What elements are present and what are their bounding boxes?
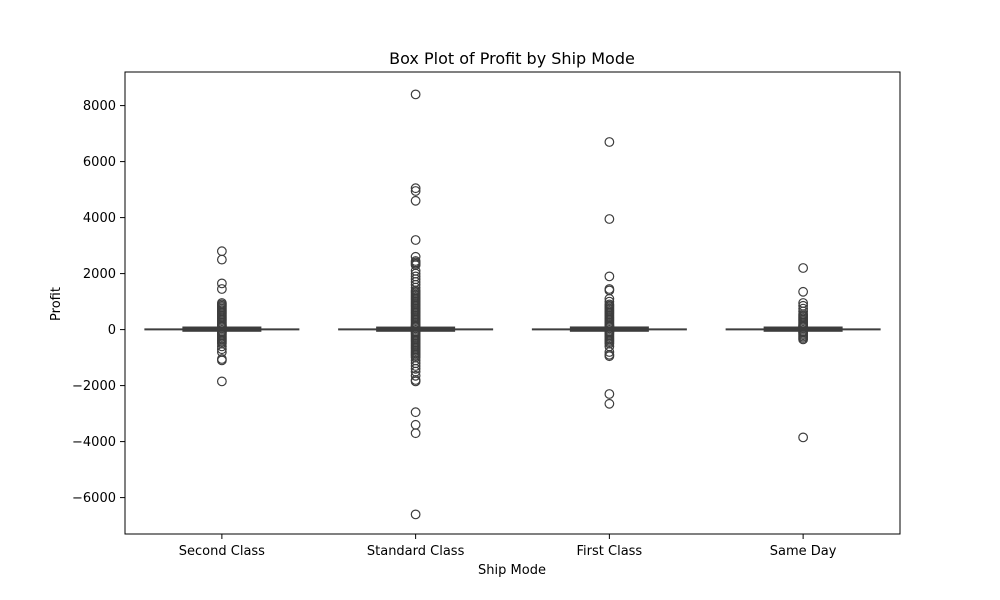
outlier-point <box>216 284 227 294</box>
outlier-point <box>410 89 421 100</box>
outlier-point <box>410 235 421 245</box>
y-tick-label: −6000 <box>72 491 116 506</box>
y-tick-label: 8000 <box>83 99 116 114</box>
y-tick-label: 4000 <box>83 211 116 226</box>
outlier-point <box>604 389 615 399</box>
x-axis-label: Ship Mode <box>478 563 546 578</box>
y-tick-label: −2000 <box>72 379 116 394</box>
outlier-point <box>216 246 227 257</box>
x-tick-label: First Class <box>577 544 643 559</box>
outlier-point <box>798 432 809 443</box>
outlier-point <box>798 263 809 273</box>
outlier-point <box>410 419 421 430</box>
outlier-point <box>410 428 421 439</box>
outlier-point <box>410 370 421 381</box>
box-group <box>144 246 300 387</box>
chart-title: Box Plot of Profit by Ship Mode <box>389 49 635 68</box>
x-tick-label: Second Class <box>179 544 265 559</box>
outlier-point <box>410 183 421 194</box>
outlier-point <box>604 271 615 282</box>
box-group <box>531 137 687 409</box>
y-tick-label: −4000 <box>72 435 116 450</box>
outlier-point <box>216 254 227 265</box>
y-tick-label: 0 <box>108 323 116 338</box>
x-tick-label: Same Day <box>770 544 837 559</box>
outlier-point <box>410 407 421 418</box>
outlier-point <box>798 286 809 297</box>
outlier-point <box>410 361 421 371</box>
outlier-point <box>410 186 421 196</box>
x-tick-label: Standard Class <box>367 544 465 559</box>
outlier-point <box>604 214 615 224</box>
outlier-point <box>216 341 227 352</box>
outlier-point <box>216 376 227 387</box>
box-group <box>338 89 494 520</box>
y-axis-label: Profit <box>49 287 64 321</box>
outlier-point <box>604 351 615 362</box>
outlier-point <box>410 509 421 520</box>
plot-area <box>144 89 881 520</box>
y-axis: −6000 −4000 −2000 0 2000 4000 6000 8000 <box>72 99 125 506</box>
box-group <box>725 263 881 443</box>
y-tick-label: 6000 <box>83 155 116 170</box>
outlier-point <box>216 344 227 355</box>
plot-frame <box>124 71 901 535</box>
outlier-point <box>604 347 615 357</box>
x-axis: Second Class Standard Class First Class Sam… <box>179 534 837 559</box>
y-tick-label: 2000 <box>83 267 116 282</box>
outlier-point <box>410 376 421 387</box>
outlier-point <box>604 137 615 147</box>
outlier-point <box>410 363 421 374</box>
outlier-point <box>410 195 421 206</box>
outlier-point <box>798 334 809 345</box>
outlier-point <box>216 355 227 366</box>
outlier-point <box>604 398 615 409</box>
outlier-point <box>216 278 227 289</box>
